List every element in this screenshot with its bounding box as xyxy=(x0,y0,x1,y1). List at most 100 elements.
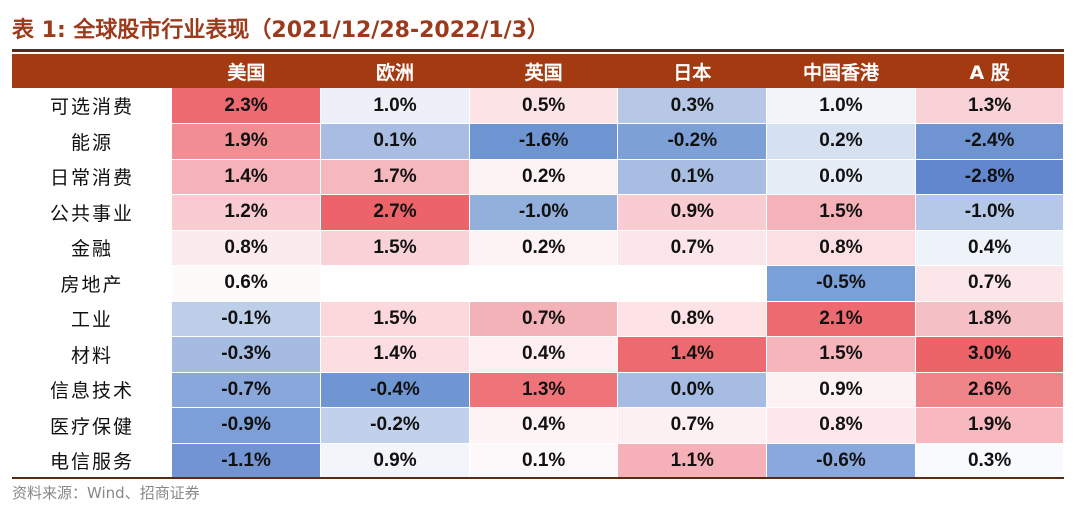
value-cell: 0.1% xyxy=(617,159,768,195)
table-row: 公共事业 1.2% 2.7% -1.0% 0.9% 1.5% -1.0% xyxy=(12,194,1065,231)
value-cell: 0.7% xyxy=(915,265,1065,302)
row-label: 能源 xyxy=(70,131,113,154)
row-label: 信息技术 xyxy=(49,380,134,403)
header-cell: 美国 xyxy=(227,61,266,84)
value-cell: -0.4% xyxy=(320,372,470,408)
value-cell: 0.8% xyxy=(766,230,916,266)
value-cell: 0.3% xyxy=(915,443,1065,479)
header-cell: 日本 xyxy=(673,61,712,84)
source-note: 资料来源：Wind、招商证券 xyxy=(12,484,200,502)
row-label: 公共事业 xyxy=(49,202,134,225)
value-cell: 1.5% xyxy=(766,336,916,373)
value-cell: -1.1% xyxy=(172,443,322,479)
value-cell: 3.0% xyxy=(915,336,1065,373)
value-cell: 0.2% xyxy=(766,123,916,160)
value-cell: 1.4% xyxy=(172,159,322,195)
value-cell: 0.9% xyxy=(320,443,470,479)
value-cell xyxy=(469,265,619,302)
value-cell: 2.6% xyxy=(915,372,1065,408)
table-row: 医疗保健 -0.9% -0.2% 0.4% 0.7% 0.8% 1.9% xyxy=(12,407,1065,444)
table-row: 房地产 0.6% -0.5% 0.7% xyxy=(12,265,1065,302)
value-cell: -0.2% xyxy=(617,123,768,160)
value-cell: 2.3% xyxy=(172,88,322,124)
value-cell: -1.0% xyxy=(915,194,1065,231)
value-cell: -0.5% xyxy=(766,265,916,302)
row-label: 可选消费 xyxy=(49,96,134,119)
header-cell: A 股 xyxy=(969,61,1010,84)
value-cell: 2.1% xyxy=(766,301,916,337)
value-cell: 1.2% xyxy=(172,194,322,231)
value-cell: 0.8% xyxy=(766,407,916,444)
table-row: 金融 0.8% 1.5% 0.2% 0.7% 0.8% 0.4% xyxy=(12,230,1065,266)
title-rule xyxy=(12,49,1064,52)
bottom-rule xyxy=(12,477,1064,479)
value-cell: -0.2% xyxy=(320,407,470,444)
table-row: 工业 -0.1% 1.5% 0.7% 0.8% 2.1% 1.8% xyxy=(12,301,1065,337)
value-cell: 1.0% xyxy=(766,88,916,124)
value-cell: 1.4% xyxy=(617,336,768,373)
table-header-row: 美国 欧洲 英国 日本 中国香港 A 股 xyxy=(12,54,1064,88)
table-row: 材料 -0.3% 1.4% 0.4% 1.4% 1.5% 3.0% xyxy=(12,336,1065,373)
header-cell: 欧洲 xyxy=(375,61,414,84)
value-cell: 0.7% xyxy=(617,230,768,266)
value-cell: 1.5% xyxy=(320,301,470,337)
table-row: 能源 1.9% 0.1% -1.6% -0.2% 0.2% -2.4% xyxy=(12,123,1065,160)
value-cell: 0.2% xyxy=(469,159,619,195)
sector-performance-table: 美国 欧洲 英国 日本 中国香港 A 股 可选消费 2.3% 1.0% 0.5% 0.3… xyxy=(12,54,1065,479)
value-cell: 0.8% xyxy=(172,230,322,266)
value-cell: 0.1% xyxy=(320,123,470,160)
value-cell: -1.6% xyxy=(469,123,619,160)
value-cell: 0.4% xyxy=(469,336,619,373)
table-body: 可选消费 2.3% 1.0% 0.5% 0.3% 1.0% 1.3% 能源 1.9% 0.1% -1… xyxy=(12,88,1065,479)
value-cell: 1.9% xyxy=(915,407,1065,444)
value-cell: 1.4% xyxy=(320,336,470,373)
value-cell: 0.9% xyxy=(617,194,768,231)
value-cell: 0.4% xyxy=(469,407,619,444)
row-label: 工业 xyxy=(70,309,113,332)
value-cell: 0.7% xyxy=(617,407,768,444)
table-row: 日常消费 1.4% 1.7% 0.2% 0.1% 0.0% -2.8% xyxy=(12,159,1065,195)
row-label: 材料 xyxy=(70,344,113,367)
value-cell: 0.0% xyxy=(617,372,768,408)
value-cell: 1.1% xyxy=(617,443,768,479)
value-cell: -0.9% xyxy=(172,407,322,444)
value-cell: 1.7% xyxy=(320,159,470,195)
value-cell: 0.7% xyxy=(469,301,619,337)
value-cell: 0.2% xyxy=(469,230,619,266)
table-row: 电信服务 -1.1% 0.9% 0.1% 1.1% -0.6% 0.3% xyxy=(12,443,1065,479)
row-label: 医疗保健 xyxy=(49,415,134,438)
value-cell: 1.8% xyxy=(915,301,1065,337)
value-cell: 0.3% xyxy=(617,88,768,124)
header-cell: 中国香港 xyxy=(802,61,879,84)
value-cell: -0.1% xyxy=(172,301,322,337)
value-cell: 0.8% xyxy=(617,301,768,337)
header-cell: 英国 xyxy=(524,61,563,84)
row-label: 日常消费 xyxy=(49,167,134,190)
header-cell xyxy=(12,54,172,88)
value-cell xyxy=(320,265,470,302)
value-cell: 1.3% xyxy=(469,372,619,408)
value-cell xyxy=(617,265,768,302)
value-cell: 1.5% xyxy=(766,194,916,231)
value-cell: 0.0% xyxy=(766,159,916,195)
value-cell: -0.3% xyxy=(172,336,322,373)
value-cell: 0.1% xyxy=(469,443,619,479)
table-row: 信息技术 -0.7% -0.4% 1.3% 0.0% 0.9% 2.6% xyxy=(12,372,1065,408)
value-cell: 1.0% xyxy=(320,88,470,124)
value-cell: 0.9% xyxy=(766,372,916,408)
value-cell: 1.5% xyxy=(320,230,470,266)
row-label: 金融 xyxy=(70,238,113,261)
row-label: 房地产 xyxy=(60,273,124,296)
value-cell: 1.3% xyxy=(915,88,1065,124)
value-cell: 1.9% xyxy=(172,123,322,160)
page-title: 表 1: 全球股市行业表现（2021/12/28-2022/1/3） xyxy=(12,18,550,43)
value-cell: -1.0% xyxy=(469,194,619,231)
value-cell: 0.6% xyxy=(172,265,322,302)
value-cell: -0.7% xyxy=(172,372,322,408)
value-cell: -2.4% xyxy=(915,123,1065,160)
value-cell: -2.8% xyxy=(915,159,1065,195)
value-cell: 0.4% xyxy=(915,230,1065,266)
table-row: 可选消费 2.3% 1.0% 0.5% 0.3% 1.0% 1.3% xyxy=(12,88,1065,124)
value-cell: 0.5% xyxy=(469,88,619,124)
value-cell: 2.7% xyxy=(320,194,470,231)
